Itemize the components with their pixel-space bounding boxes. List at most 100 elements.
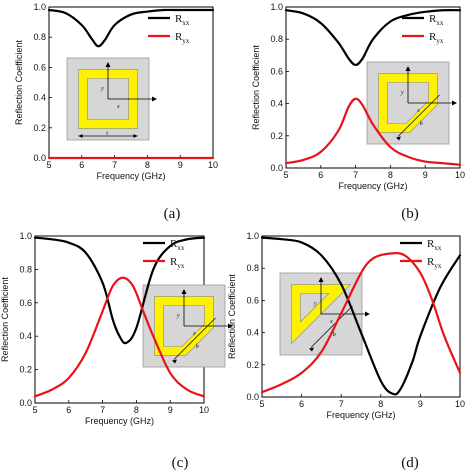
y-tick-label: 0.6 xyxy=(33,62,46,72)
x-tick-label: 8 xyxy=(145,160,150,170)
legend-label-ryx: Ryx xyxy=(427,256,442,270)
x-tick-label: 10 xyxy=(455,170,465,180)
y-tick-label: 1.0 xyxy=(270,2,283,12)
inset-x-label: x xyxy=(416,108,420,114)
inset-y-arrow-icon xyxy=(181,289,187,294)
inset-dimension-label: s xyxy=(106,131,109,137)
legend-subscript: yx xyxy=(177,262,185,270)
panels: 5 6 7 8 9 10 0.0 0.2 0.4 0.6 0.8 1.0 Frequency (GHz)… xyxy=(0,2,465,471)
x-tick-label: 10 xyxy=(199,405,209,415)
y-tick-label: 0.0 xyxy=(270,163,283,173)
inset-x-arrow-icon xyxy=(365,311,370,317)
series-line-ryx xyxy=(33,276,206,398)
inset-y-arrow-icon xyxy=(405,66,411,71)
legend-subscript: xx xyxy=(182,19,190,27)
x-tick-label: 9 xyxy=(423,170,428,180)
panel-caption: (c) xyxy=(172,455,189,471)
x-tick-label: 7 xyxy=(112,160,117,170)
legend-label-ryx: Ryx xyxy=(429,31,444,45)
inset-ring-resonator xyxy=(154,296,214,356)
legend-symbol: R xyxy=(175,31,183,43)
y-tick-label: 0.6 xyxy=(270,66,283,76)
legend-symbol: R xyxy=(427,256,435,268)
panel-caption: (b) xyxy=(401,206,419,222)
inset-width-label: b xyxy=(196,344,199,350)
y-tick-label: 0.2 xyxy=(270,131,283,141)
legend-label-rxx: Rxx xyxy=(427,238,442,252)
y-tick-label: 0.6 xyxy=(19,298,32,308)
series-line-rxx xyxy=(260,236,462,396)
x-tick-label: 10 xyxy=(455,399,465,409)
inset-y-label: y xyxy=(400,90,404,96)
y-tick-label: 1.0 xyxy=(246,231,259,241)
series-line-rxx xyxy=(47,8,215,48)
legend-subscript: yx xyxy=(436,37,444,45)
legend-label-rxx: Rxx xyxy=(170,238,185,252)
legend-label-rxx: Rxx xyxy=(175,13,190,27)
series-line-rxx xyxy=(284,9,462,67)
inset-y-arrow-icon xyxy=(318,277,324,282)
y-tick-label: 0.2 xyxy=(33,123,46,133)
inset-width-label: b xyxy=(333,332,336,338)
legend-symbol: R xyxy=(429,13,437,25)
inset-y-label: y xyxy=(176,313,180,319)
y-tick-label: 0.4 xyxy=(270,99,283,109)
inset-x-label: x xyxy=(329,319,333,325)
panel-d: 5 6 7 8 9 10 0.0 0.2 0.4 0.6 0.8 1.0 Frequency (GHz)… xyxy=(227,231,465,471)
inset-x-arrow-icon xyxy=(152,96,157,102)
plot-frame xyxy=(285,6,461,169)
legend-label-ryx: Ryx xyxy=(170,256,185,270)
x-tick-label: 5 xyxy=(46,160,51,170)
legend-subscript: xx xyxy=(434,244,442,252)
series-line-ryx xyxy=(260,252,462,394)
x-tick-label: 9 xyxy=(168,405,173,415)
panel-caption: (d) xyxy=(401,455,419,471)
legend-label-ryx: Ryx xyxy=(175,31,190,45)
legend-subscript: xx xyxy=(177,244,185,252)
x-tick-label: 6 xyxy=(299,399,304,409)
x-tick-label: 9 xyxy=(178,160,183,170)
panel-b: 5 6 7 8 9 10 0.0 0.2 0.4 0.6 0.8 1.0 Frequency (GHz)… xyxy=(251,2,465,222)
x-tick-label: 9 xyxy=(418,399,423,409)
x-tick-label: 10 xyxy=(208,160,218,170)
x-tick-label: 6 xyxy=(66,405,71,415)
y-tick-label: 0.0 xyxy=(33,153,46,163)
inset-x-arrow-icon xyxy=(452,100,457,106)
legend-subscript: yx xyxy=(434,262,442,270)
x-tick-label: 7 xyxy=(100,405,105,415)
inset-ring-resonator xyxy=(378,73,438,133)
inset-width-arrow-icon xyxy=(396,136,401,141)
y-tick-label: 0.0 xyxy=(246,392,259,402)
x-axis-title: Frequency (GHz) xyxy=(338,181,407,191)
legend-symbol: R xyxy=(170,238,178,250)
inset-x-label: x xyxy=(116,104,120,110)
y-tick-label: 0.8 xyxy=(246,263,259,273)
inset-y-label: y xyxy=(100,86,104,92)
x-axis-title: Frequency (GHz) xyxy=(85,416,154,426)
x-tick-label: 8 xyxy=(134,405,139,415)
inset-ring-resonator xyxy=(78,69,138,129)
y-axis-title: Reflection Coefficient xyxy=(251,45,261,130)
x-tick-label: 8 xyxy=(378,399,383,409)
inset-x-label: x xyxy=(192,331,196,337)
x-axis-title: Frequency (GHz) xyxy=(96,171,165,181)
inset-width-label: b xyxy=(420,121,423,127)
panel-c: 5 6 7 8 9 10 0.0 0.2 0.4 0.6 0.8 1.0 Frequency (GHz)… xyxy=(0,231,233,471)
inset-x-arrow-icon xyxy=(228,323,233,329)
x-tick-label: 5 xyxy=(283,170,288,180)
legend-symbol: R xyxy=(429,31,437,43)
inset-width-arrow-icon xyxy=(172,359,177,364)
y-tick-label: 0.8 xyxy=(19,264,32,274)
y-tick-label: 0.2 xyxy=(246,360,259,370)
inset-y-label: y xyxy=(313,301,317,307)
y-tick-label: 0.8 xyxy=(270,34,283,44)
panel-a: 5 6 7 8 9 10 0.0 0.2 0.4 0.6 0.8 1.0 Frequency (GHz)… xyxy=(14,2,218,222)
y-tick-label: 1.0 xyxy=(33,2,46,12)
inset-width-arrow-icon xyxy=(309,347,314,352)
y-axis-title: Reflection Coefficient xyxy=(0,277,10,362)
y-tick-label: 0.2 xyxy=(19,365,32,375)
panel-caption: (a) xyxy=(164,206,181,222)
x-axis-title: Frequency (GHz) xyxy=(326,410,395,420)
y-tick-label: 0.4 xyxy=(246,328,259,338)
